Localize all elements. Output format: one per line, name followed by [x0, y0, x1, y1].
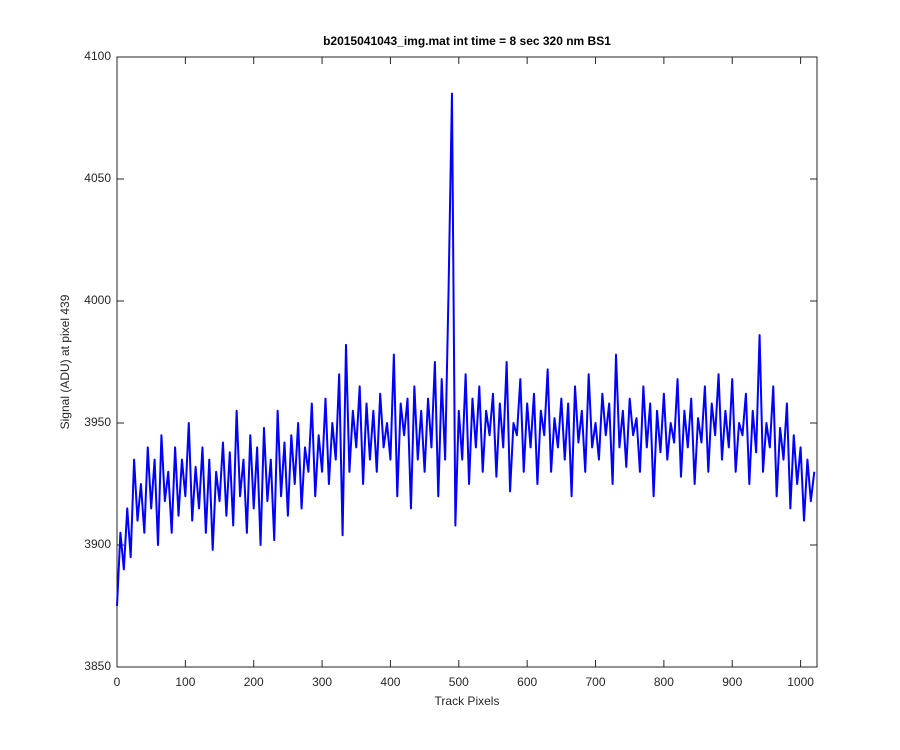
x-tick-label: 400 [380, 675, 400, 689]
x-tick-label: 0 [114, 675, 121, 689]
y-axis-label: Signal (ADU) at pixel 439 [58, 294, 72, 429]
data-line [116, 92, 816, 607]
x-tick-label: 800 [654, 675, 674, 689]
y-tick-label: 4000 [84, 293, 111, 307]
y-tick-label: 3850 [84, 659, 111, 673]
x-tick-label: 500 [449, 675, 469, 689]
x-tick-label: 700 [586, 675, 606, 689]
x-axis-label: Track Pixels [435, 694, 500, 708]
y-tick-label: 3900 [84, 537, 111, 551]
x-tick-label: 900 [722, 675, 742, 689]
y-tick-label: 4100 [84, 49, 111, 63]
y-tick-label: 4050 [84, 171, 111, 185]
plot-frame [116, 56, 818, 668]
x-tick-label: 1000 [787, 675, 814, 689]
x-tick-label: 200 [244, 675, 264, 689]
chart-title: b2015041043_img.mat int time = 8 sec 320… [323, 34, 611, 48]
x-tick-label: 600 [517, 675, 537, 689]
y-tick-label: 3950 [84, 415, 111, 429]
x-tick-label: 100 [175, 675, 195, 689]
x-tick-label: 300 [312, 675, 332, 689]
